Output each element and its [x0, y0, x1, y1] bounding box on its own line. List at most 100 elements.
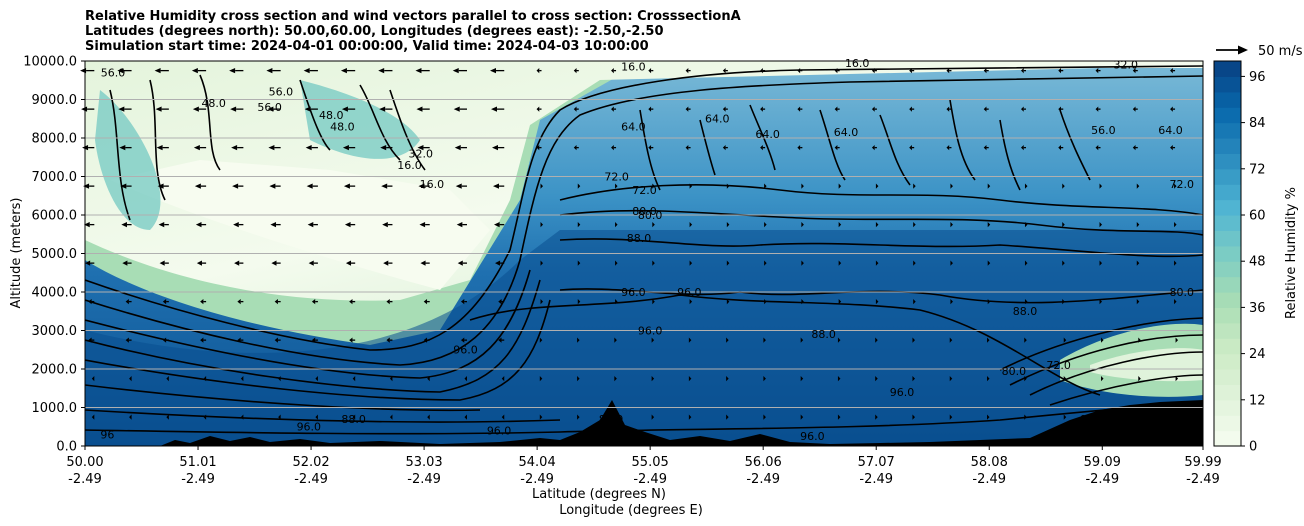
contour-line: [559, 184, 1203, 216]
wind-vector-head: [382, 222, 388, 228]
wind-vector-head: [837, 376, 841, 382]
wind-vector-head: [949, 376, 953, 382]
wind-vector-head: [84, 222, 90, 228]
wind-vector-head: [950, 260, 953, 266]
wind-vector-head: [125, 299, 129, 305]
wind-vector-head: [1099, 222, 1103, 228]
x-tick-label-lon: -2.49: [1186, 472, 1220, 487]
wind-vector-head: [688, 414, 692, 420]
wind-vector-head: [1138, 337, 1141, 343]
wind-vector-head: [158, 222, 165, 228]
colorbar-band: [1214, 292, 1241, 308]
rh-contour-lines: [85, 65, 1203, 435]
chart-title-line-3: Simulation start time: 2024-04-01 00:00:…: [85, 39, 649, 54]
wind-vector-head: [615, 183, 618, 189]
contour-label: 64.0: [1158, 124, 1183, 137]
wind-vector-head: [1024, 414, 1027, 420]
wind-vector-head: [648, 145, 652, 151]
wind-vector-head: [1138, 376, 1141, 382]
rh-driest-region: [110, 160, 490, 290]
wind-vector-head: [685, 68, 689, 74]
wind-vector-head: [456, 222, 463, 228]
wind-vector-head: [464, 414, 467, 420]
wind-vector-head: [155, 106, 162, 112]
wind-vector-head: [1138, 414, 1141, 420]
wind-vector-head: [573, 145, 577, 151]
wind-vector-head: [726, 337, 729, 343]
wind-vector-head: [577, 260, 581, 266]
wind-vector-head: [1095, 145, 1099, 151]
wind-vector-head: [455, 183, 462, 189]
x-tick-label-lat: 57.07: [858, 455, 895, 470]
wind-vector-head: [540, 183, 544, 189]
wind-vector-head: [834, 145, 838, 151]
wind-vector-head: [800, 376, 804, 382]
wind-vector-head: [423, 299, 428, 305]
contour-label: 88.0: [599, 413, 624, 426]
wind-vector-head: [200, 299, 204, 305]
wind-vector-head: [237, 299, 241, 305]
wind-vector-head: [726, 414, 729, 420]
colorbar-tick-label: 60: [1249, 209, 1266, 224]
wind-vector-head: [352, 376, 356, 382]
wind-vector-head: [1101, 376, 1104, 382]
y-tick-label: 1000.0: [32, 401, 78, 416]
wind-vector-head: [278, 414, 281, 420]
wind-vector-head: [452, 68, 459, 74]
colorbar-band: [1214, 230, 1241, 247]
colorbar-tick-label: 72: [1249, 162, 1266, 177]
wind-vector-head: [726, 260, 730, 266]
wind-vector-head: [305, 145, 312, 151]
wind-vector-head: [875, 260, 879, 266]
contour-label: 32.0: [1114, 59, 1139, 72]
wind-vector-head: [726, 376, 729, 382]
y-tick-label: 2000.0: [32, 363, 78, 378]
wind-vector-head: [875, 337, 878, 343]
colorbar-band: [1214, 76, 1241, 93]
wind-vector-head: [875, 299, 879, 305]
y-tick-label: 3000.0: [32, 324, 78, 339]
wind-vector-head: [203, 414, 207, 420]
rh-dry-intrusion-core: [1090, 348, 1203, 382]
wind-vector-head: [1024, 183, 1028, 189]
chart-title-line-1: Relative Humidity cross section and wind…: [85, 9, 741, 24]
wind-vector-head: [352, 414, 356, 420]
contour-label: 96.0: [677, 286, 702, 299]
wind-vector-head: [266, 68, 273, 74]
x-axis: 50.00 -2.49 51.01 -2.49 52.02 -2.49 53.03 -2.49…: [66, 446, 1222, 487]
x-tick-label-lat: 58.08: [971, 455, 1008, 470]
contour-label: 56.0: [1091, 124, 1116, 137]
wind-vector-head: [801, 260, 804, 266]
colorbar-band: [1214, 122, 1241, 139]
wind-vector-head: [232, 183, 239, 189]
wind-vector-head: [1099, 299, 1103, 305]
wind-vector-head: [119, 145, 126, 151]
contour-label: 64.0: [621, 120, 646, 133]
colorbar-band: [1214, 199, 1241, 216]
wind-vector-head: [801, 222, 804, 228]
wind-vector-head: [983, 106, 987, 112]
contour-line: [85, 384, 481, 412]
x-tick-label-lon: -2.49: [1085, 472, 1119, 487]
wind-vector-head: [233, 222, 239, 228]
wind-vector-head: [349, 337, 353, 343]
wind-vector-head: [231, 145, 238, 151]
wind-vector-head: [1136, 299, 1140, 305]
wind-vector-head: [230, 106, 237, 112]
wind-vector-head: [1024, 376, 1027, 382]
wind-vector-head: [501, 414, 505, 420]
wind-vector-head: [652, 183, 655, 189]
wind-vector-head: [416, 106, 423, 112]
wind-vector-head: [383, 260, 389, 266]
wind-vector-head: [1062, 299, 1065, 305]
colorbar-band: [1214, 153, 1241, 170]
colorbar-band: [1214, 353, 1241, 370]
contour-label: 48.0: [330, 120, 355, 133]
wind-vector-head: [987, 376, 990, 382]
wind-vector-head: [1095, 68, 1099, 74]
colorbar-band: [1214, 369, 1241, 385]
wind-vector-head: [760, 68, 763, 74]
colorbar-band: [1214, 322, 1241, 339]
wind-vector-head: [389, 376, 393, 382]
